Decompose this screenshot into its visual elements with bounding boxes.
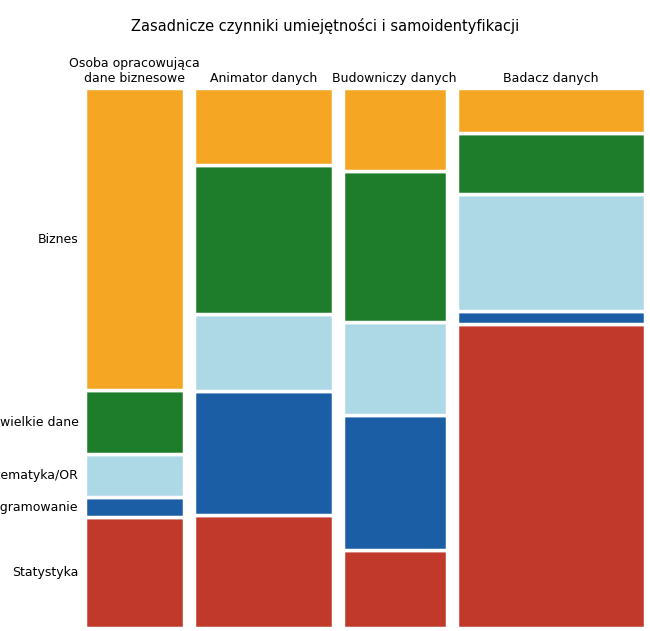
- Bar: [85, 497, 184, 517]
- Bar: [343, 550, 447, 628]
- Bar: [194, 165, 333, 314]
- Text: Statystyka: Statystyka: [12, 566, 79, 579]
- Text: ML/wielkie dane: ML/wielkie dane: [0, 416, 79, 428]
- Bar: [194, 391, 333, 515]
- Text: Osoba opracowująca
dane biznesowe: Osoba opracowująca dane biznesowe: [69, 57, 200, 85]
- Bar: [457, 324, 645, 628]
- Bar: [457, 194, 645, 311]
- Bar: [85, 454, 184, 497]
- Bar: [343, 322, 447, 415]
- Text: Biznes: Biznes: [38, 233, 79, 245]
- Bar: [343, 171, 447, 322]
- Text: Budowniczy danych: Budowniczy danych: [333, 72, 457, 85]
- Bar: [457, 311, 645, 324]
- Text: Matematyka/OR: Matematyka/OR: [0, 469, 79, 482]
- Bar: [85, 88, 184, 391]
- Bar: [343, 88, 447, 171]
- Bar: [343, 415, 447, 550]
- Text: Zasadnicze czynniki umiejętności i samoidentyfikacji: Zasadnicze czynniki umiejętności i samoi…: [131, 18, 519, 34]
- Text: Animator danych: Animator danych: [210, 72, 317, 85]
- Text: Programowanie: Programowanie: [0, 501, 79, 514]
- Bar: [457, 88, 645, 133]
- Bar: [194, 314, 333, 391]
- Text: Badacz danych: Badacz danych: [503, 72, 599, 85]
- Bar: [457, 133, 645, 194]
- Bar: [194, 88, 333, 165]
- Bar: [194, 515, 333, 628]
- Bar: [85, 517, 184, 628]
- Bar: [85, 391, 184, 454]
